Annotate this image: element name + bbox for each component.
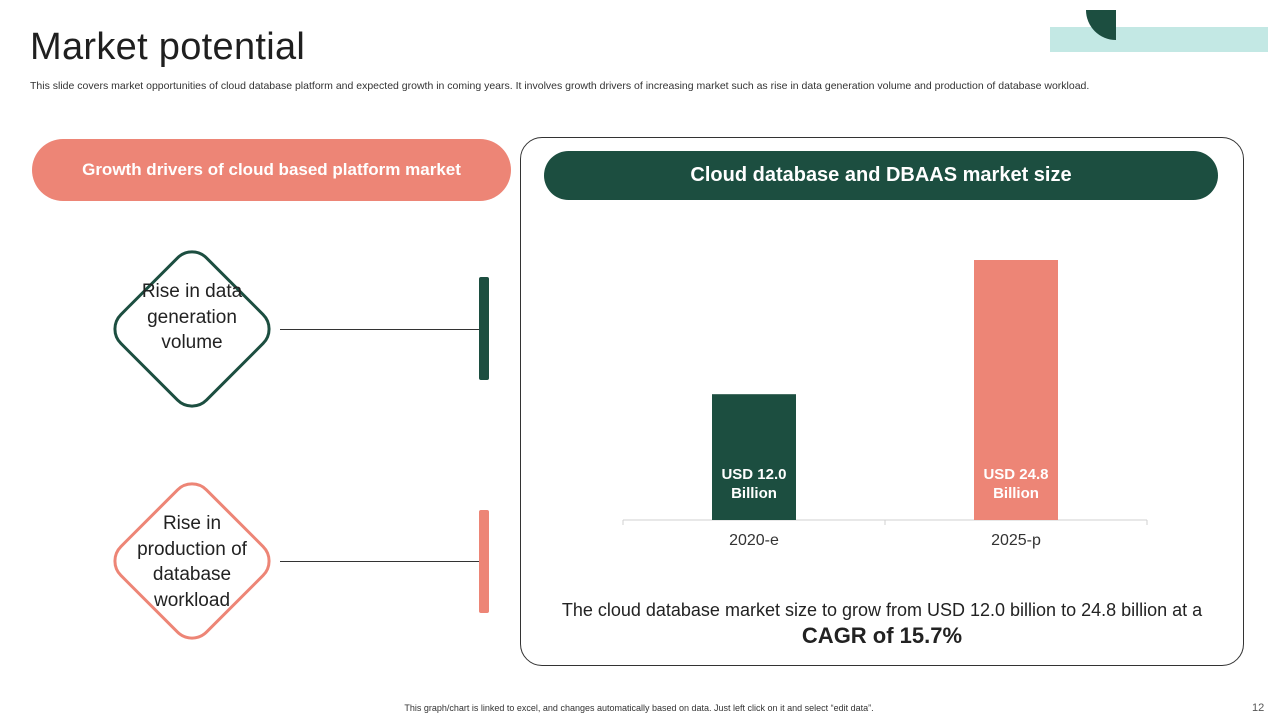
- market-size-panel: [520, 137, 1244, 666]
- chart-footnote: This graph/chart is linked to excel, and…: [404, 703, 874, 713]
- bar-2020-e[interactable]: [712, 394, 796, 520]
- connector-line-data-volume: [280, 329, 480, 330]
- page-number: 12: [1252, 702, 1265, 714]
- driver-marker-database-workload: [479, 510, 489, 613]
- bar-value-label-2025-p: USD 24.8 Billion: [983, 466, 1048, 502]
- x-axis-label-2020-e: 2020-e: [729, 532, 779, 549]
- growth-drivers-heading: Growth drivers of cloud based platform m…: [32, 139, 511, 201]
- connector-line-database-workload: [280, 561, 480, 562]
- bar-2025-p[interactable]: [974, 260, 1058, 520]
- decorative-header-bar: [1050, 27, 1268, 52]
- driver-label-data-volume: Rise in data generation volume: [141, 281, 243, 353]
- driver-label-database-workload: Rise in production of database workload: [137, 513, 247, 611]
- driver-marker-data-volume: [479, 277, 489, 380]
- page-subtitle: This slide covers market opportunities o…: [30, 80, 1090, 92]
- market-size-heading: Cloud database and DBAAS market size: [544, 151, 1218, 200]
- page-title: Market potential: [30, 26, 306, 68]
- market-size-bar-chart[interactable]: USD 12.0 Billion 2020-e USD 24.8 Billion 2025…: [600, 240, 1160, 570]
- bar-value-label-2020-e: USD 12.0 Billion: [721, 466, 786, 502]
- x-axis-label-2025-p: 2025-p: [991, 532, 1041, 549]
- cagr-highlight: CAGR of 15.7%: [801, 623, 963, 648]
- market-growth-caption: The cloud database market size to grow f…: [560, 597, 1204, 650]
- caption-text: The cloud database market size to grow f…: [561, 600, 1203, 620]
